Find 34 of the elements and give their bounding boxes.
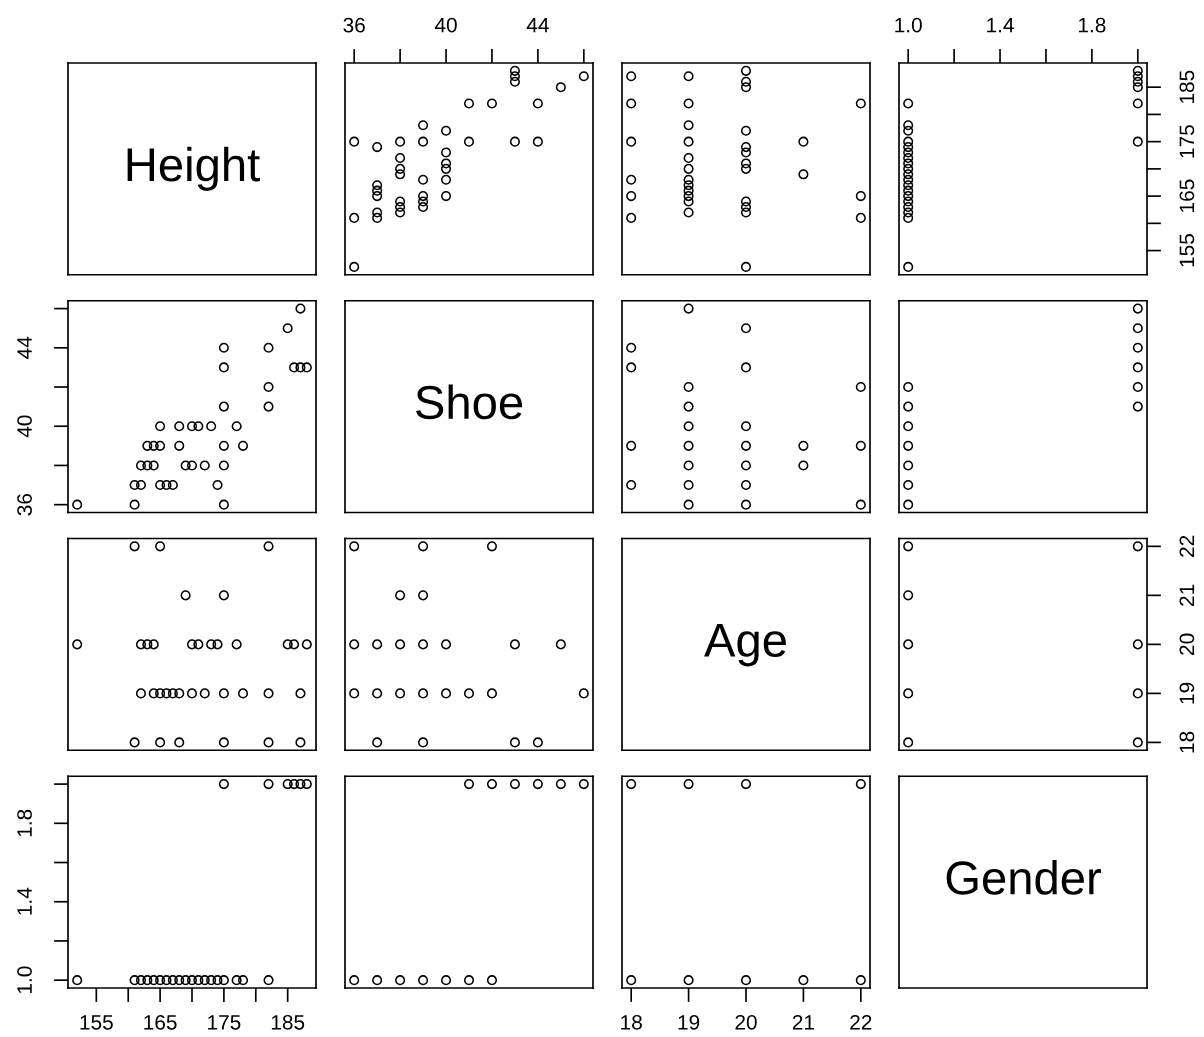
y-tick-label: 36 [17, 493, 32, 516]
x-tick-label: 19 [678, 1014, 700, 1030]
y-tick-label: 18 [1179, 731, 1195, 753]
x-tick-label: 1.0 [895, 17, 922, 33]
y-tick-label: 1.4 [17, 887, 32, 915]
x-tick-label: 165 [144, 1014, 177, 1030]
y-tick-label: 1.0 [17, 966, 32, 994]
y-tick-label: 155 [1179, 234, 1195, 267]
x-tick-label: 155 [80, 1015, 113, 1030]
y-tick-label: 19 [1179, 682, 1195, 704]
y-tick-label: 44 [17, 336, 32, 359]
x-tick-label: 175 [208, 1015, 241, 1030]
text: Height [127, 146, 260, 191]
x-tick-label: 1.8 [1079, 17, 1106, 33]
text: Shoe [416, 384, 523, 420]
y-tick-label: 40 [17, 415, 32, 438]
y-tick-label: 185 [1179, 70, 1195, 103]
text: Age [704, 624, 786, 667]
y-tick-label: 165 [1179, 179, 1195, 212]
y-tick-label: 21 [1179, 584, 1195, 606]
y-tick-label: 22 [1179, 535, 1195, 557]
x-tick-label: 20 [735, 1014, 757, 1030]
x-tick-label: 40 [434, 17, 457, 33]
y-tick-label: 20 [1179, 633, 1195, 655]
y-tick-label: 175 [1179, 125, 1195, 158]
x-tick-label: 18 [621, 1014, 642, 1030]
text: Gender [946, 860, 1101, 895]
x-tick-label: 36 [343, 17, 365, 33]
x-tick-label: 1.4 [987, 17, 1014, 33]
x-tick-label: 185 [271, 1014, 305, 1030]
y-tick-label: 1.8 [17, 809, 32, 837]
x-tick-label: 22 [850, 1014, 872, 1030]
x-tick-label: 44 [526, 17, 549, 33]
x-tick-label: 21 [792, 1014, 814, 1030]
